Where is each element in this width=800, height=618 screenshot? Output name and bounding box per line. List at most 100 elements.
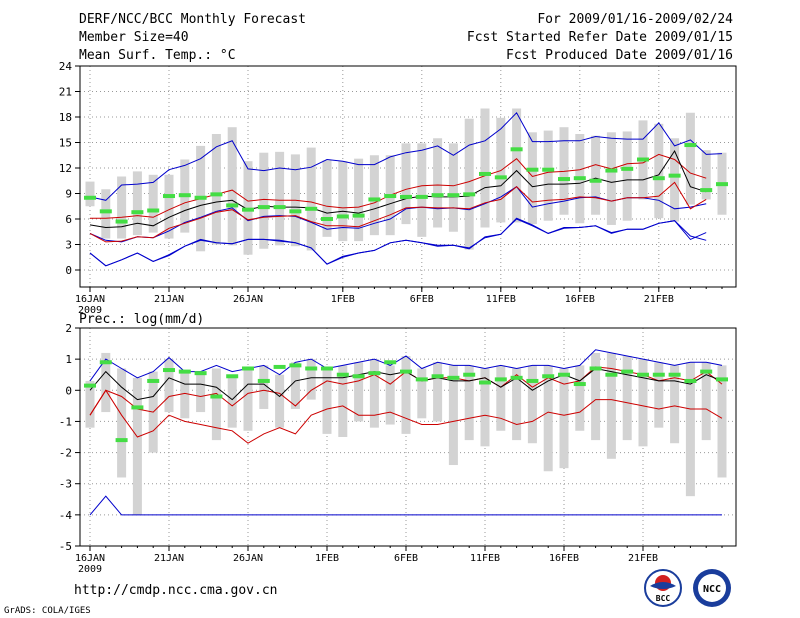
ensemble-marker <box>336 372 349 377</box>
ensemble-marker <box>131 405 144 410</box>
year-label: 2009 <box>78 564 102 575</box>
spread-box <box>543 130 553 221</box>
spread-box <box>417 143 427 237</box>
ensemble-marker <box>368 197 381 202</box>
spread-box <box>622 131 632 221</box>
ensemble-marker <box>147 378 160 383</box>
spread-box <box>701 362 711 441</box>
spread-box <box>654 123 664 219</box>
ensemble-marker <box>431 193 444 198</box>
ensemble-marker <box>510 375 523 380</box>
spread-box <box>148 174 158 233</box>
ensemble-boxes <box>85 352 727 515</box>
spread-box <box>433 138 443 228</box>
ensemble-marker <box>194 195 207 200</box>
spread-box <box>685 362 695 497</box>
ensemble-marker <box>668 372 681 377</box>
ensemble-marker <box>621 166 634 171</box>
spread-box <box>622 356 632 441</box>
ensemble-marker <box>352 374 365 379</box>
x-tick-label: 21JAN <box>154 294 184 305</box>
series-min <box>89 217 707 267</box>
x-tick-label: 16JAN <box>75 294 105 305</box>
ensemble-marker <box>273 205 286 210</box>
series-spread_lower_red <box>89 389 723 444</box>
ensemble-marker <box>210 394 223 399</box>
temperature-panel: 0 3 6 9 12 15 18 21 24 16JAN 21JAN 26JAN 1FEB 6FEB 11F… <box>59 60 737 316</box>
spread-box <box>575 365 585 431</box>
spread-box <box>701 150 711 200</box>
spread-box <box>717 365 727 478</box>
ensemble-marker <box>115 219 128 224</box>
ensemble-marker <box>384 360 397 365</box>
y-tick-label: 12 <box>59 162 72 175</box>
chart-title: DERF/NCC/BCC Monthly Forecast <box>79 12 306 27</box>
spread-box <box>448 365 458 466</box>
ensemble-marker <box>163 368 175 373</box>
ensemble-marker <box>415 194 428 199</box>
spread-box <box>211 134 221 245</box>
ensemble-marker <box>479 171 491 176</box>
ensemble-marker <box>305 206 318 211</box>
spread-box <box>132 171 142 236</box>
spread-box <box>638 359 648 447</box>
ensemble-marker <box>289 209 302 214</box>
y-tick-label: 3 <box>65 239 72 252</box>
precipitation-panel: -5 -4 -3 -2 -1 0 1 2 16JAN 21JAN 26JAN 1FEB 6FEB 11FE… <box>59 322 737 575</box>
x-tick-label: 16FEB <box>549 553 579 564</box>
spread-box <box>101 352 111 413</box>
ensemble-marker <box>542 374 555 379</box>
x-tick-label: 21JAN <box>154 553 184 564</box>
spread-box <box>670 365 680 444</box>
spread-box <box>433 362 443 422</box>
spread-box <box>448 143 458 232</box>
spread-box <box>591 135 601 215</box>
produced-date: Fcst Produced Date 2009/01/16 <box>506 48 733 63</box>
spread-box <box>117 176 127 239</box>
spread-box <box>243 368 253 431</box>
ensemble-marker <box>668 173 681 178</box>
x-tick-label: 1FEB <box>315 553 339 564</box>
ensemble-marker <box>400 369 412 374</box>
y-tick-label: -1 <box>59 415 72 428</box>
ncc-logo-inner <box>698 574 726 602</box>
series-spread_upper_red <box>90 153 707 219</box>
year-label: 2009 <box>78 305 102 316</box>
bcc-logo: BCC <box>644 569 682 607</box>
ensemble-marker <box>305 366 318 371</box>
ensemble-marker <box>273 364 286 369</box>
ensemble-marker <box>257 378 270 383</box>
x-tick-label: 16FEB <box>565 294 595 305</box>
spread-box <box>117 368 127 478</box>
ensemble-marker <box>716 377 728 382</box>
ensemble-marker <box>558 372 570 377</box>
grads-credit: GrADS: COLA/IGES <box>4 606 91 616</box>
variable-label: Mean Surf. Temp.: °C <box>79 48 236 63</box>
ensemble-marker <box>257 205 270 210</box>
spread-box <box>464 365 474 441</box>
spread-box <box>259 152 269 249</box>
x-tick-label: 6FEB <box>410 294 434 305</box>
spread-box <box>480 368 490 447</box>
spread-box <box>654 362 664 428</box>
plot-frame <box>79 65 737 288</box>
ensemble-marker <box>99 360 112 365</box>
ensemble-markers <box>84 143 728 224</box>
ensemble-marker <box>384 194 397 199</box>
y-tick-label: 6 <box>65 213 72 226</box>
spread-box <box>322 368 332 434</box>
ensemble-marker <box>84 383 96 388</box>
spread-box <box>670 138 680 222</box>
y-tick-label: 0 <box>65 384 72 397</box>
ensemble-marker <box>494 175 507 180</box>
spread-box <box>227 127 237 246</box>
ensemble-marker <box>700 369 713 374</box>
spread-box <box>512 108 522 223</box>
ensemble-marker <box>637 157 649 162</box>
ensemble-marker <box>178 193 191 198</box>
spread-box <box>290 362 300 409</box>
ensemble-marker <box>589 366 602 371</box>
source-url[interactable]: http://cmdp.ncc.cma.gov.cn <box>74 583 278 598</box>
ensemble-marker <box>605 168 618 173</box>
